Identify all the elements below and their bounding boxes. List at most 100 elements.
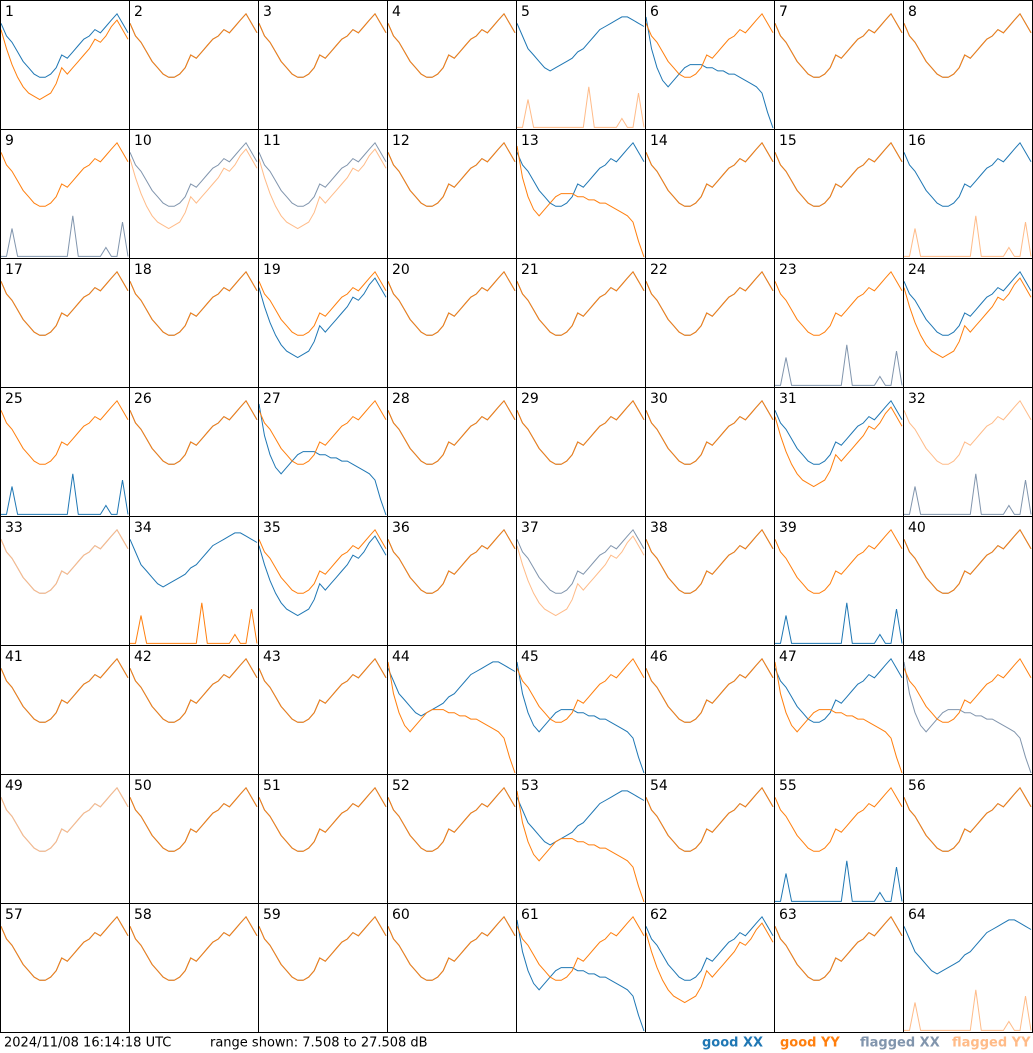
spectrum-trace <box>258 399 387 465</box>
panel-label: 45 <box>521 649 539 665</box>
spectrum-trace <box>774 12 903 78</box>
panel: 37 <box>516 516 646 646</box>
panel-border <box>516 0 646 130</box>
panel-label: 47 <box>779 649 797 665</box>
panel: 35 <box>258 516 388 646</box>
spectrum-trace <box>903 12 1032 78</box>
panel-label: 40 <box>908 520 926 536</box>
spectrum-trace <box>387 141 516 207</box>
spectrum-trace <box>129 786 258 852</box>
panel-label: 51 <box>263 778 281 794</box>
spectrum-trace <box>774 786 903 852</box>
panel: 60 <box>387 903 517 1033</box>
legend-entry: good YY <box>780 1036 840 1051</box>
panel: 2 <box>129 0 259 130</box>
spectrum-trace <box>0 19 129 101</box>
panel-border <box>0 0 130 130</box>
panel: 58 <box>129 903 259 1033</box>
spectrum-trace <box>129 657 258 723</box>
panel: 40 <box>903 516 1033 646</box>
spectrum-trace <box>129 532 258 588</box>
spectrum-trace <box>645 922 774 1004</box>
panel-label: 57 <box>5 907 23 923</box>
panel: 27 <box>258 387 388 517</box>
panel: 62 <box>645 903 775 1033</box>
panel-label: 10 <box>134 133 152 149</box>
spectrum-trace <box>516 399 645 465</box>
panel: 46 <box>645 645 775 775</box>
panel-label: 27 <box>263 391 281 407</box>
spectrum-trace <box>258 403 387 516</box>
spectrum-trace <box>645 399 774 465</box>
panel: 39 <box>774 516 904 646</box>
spectrum-trace <box>129 148 258 230</box>
panel-label: 12 <box>392 133 410 149</box>
panel: 47 <box>774 645 904 775</box>
spectrum-trace <box>774 915 903 981</box>
panel-label: 24 <box>908 262 926 278</box>
spectrum-trace <box>0 915 129 981</box>
spectrum-trace <box>129 915 258 981</box>
panel-label: 55 <box>779 778 797 794</box>
panel-border <box>903 0 1033 130</box>
spectrum-trace <box>775 860 903 902</box>
panel: 42 <box>129 645 259 775</box>
spectrum-trace <box>258 528 387 594</box>
panel-label: 4 <box>392 4 401 20</box>
spectrum-trace <box>0 141 129 207</box>
panel-label: 43 <box>263 649 281 665</box>
panel-label: 5 <box>521 4 530 20</box>
panel-label: 53 <box>521 778 539 794</box>
panel-label: 42 <box>134 649 152 665</box>
panel: 44 <box>387 645 517 775</box>
spectrum-trace <box>903 270 1032 336</box>
panel-label: 14 <box>650 133 668 149</box>
panel: 41 <box>0 645 130 775</box>
panel-label: 38 <box>650 520 668 536</box>
spectrum-trace <box>516 919 645 1032</box>
panel: 7 <box>774 0 904 130</box>
panel-label: 17 <box>5 262 23 278</box>
panel-label: 29 <box>521 391 539 407</box>
spectrum-trace <box>258 657 387 723</box>
panel-label: 8 <box>908 4 917 20</box>
panel: 4 <box>387 0 517 130</box>
panel: 5 <box>516 0 646 130</box>
panel: 6 <box>645 0 775 130</box>
panel-label: 9 <box>5 133 14 149</box>
panel: 50 <box>129 774 259 904</box>
panel-label: 33 <box>5 520 23 536</box>
timestamp: 2024/11/08 16:14:18 UTC <box>4 1036 171 1051</box>
spectrum-trace <box>387 12 516 78</box>
legend-entry: flagged YY <box>952 1036 1031 1051</box>
panel-label: 25 <box>5 391 23 407</box>
spectrum-trace <box>258 535 387 617</box>
spectrum-trace <box>1 215 129 257</box>
spectrum-trace <box>258 915 387 981</box>
panel: 52 <box>387 774 517 904</box>
panel: 17 <box>0 258 130 388</box>
panel-label: 41 <box>5 649 23 665</box>
panel-label: 49 <box>5 778 23 794</box>
spectrum-trace <box>645 270 774 336</box>
panel: 15 <box>774 129 904 259</box>
panel: 31 <box>774 387 904 517</box>
spectrum-trace <box>0 12 129 78</box>
panel: 1 <box>0 0 130 130</box>
panel-label: 15 <box>779 133 797 149</box>
panel-label: 16 <box>908 133 926 149</box>
panel: 38 <box>645 516 775 646</box>
spectrum-trace <box>258 277 387 359</box>
panel-label: 2 <box>134 4 143 20</box>
spectrum-trace <box>903 528 1032 594</box>
panel: 63 <box>774 903 904 1033</box>
spectrum-trace <box>903 399 1032 465</box>
panel: 11 <box>258 129 388 259</box>
spectrum-trace <box>774 406 903 488</box>
panel-label: 35 <box>263 520 281 536</box>
spectrum-trace <box>129 12 258 78</box>
legend-entry: good XX <box>702 1036 763 1051</box>
panel-border <box>774 0 904 130</box>
panel: 21 <box>516 258 646 388</box>
